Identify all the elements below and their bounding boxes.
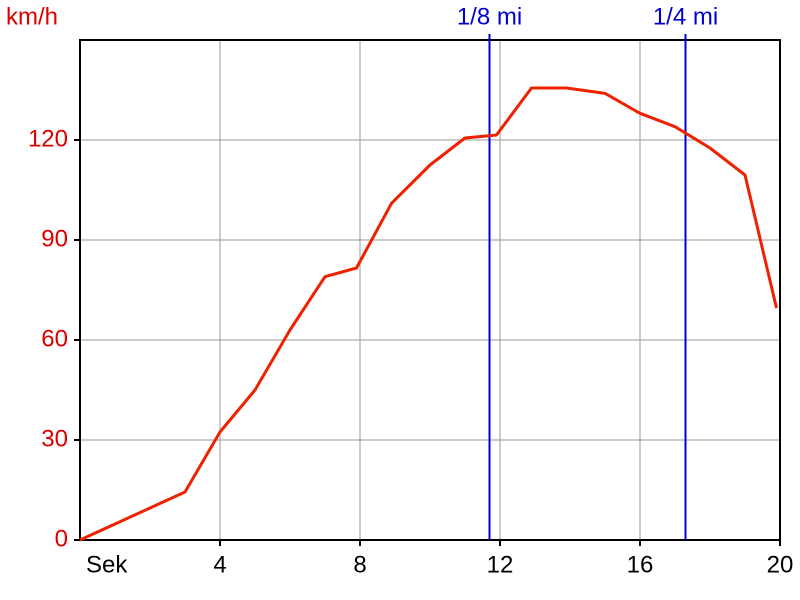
x-axis-label: Sek — [86, 551, 128, 578]
y-tick-label: 0 — [55, 525, 68, 552]
plot-frame — [79, 39, 781, 541]
distance-marker-label: 1/4 mi — [653, 3, 718, 30]
distance-marker-label: 1/8 mi — [457, 3, 522, 30]
y-tick-label: 30 — [41, 425, 68, 452]
y-tick-label: 120 — [28, 125, 68, 152]
y-axis-label: km/h — [6, 3, 58, 30]
y-tick-label: 90 — [41, 225, 68, 252]
y-tick-label: 60 — [41, 325, 68, 352]
x-tick-label: 8 — [353, 551, 366, 578]
x-tick-label: 12 — [487, 551, 514, 578]
x-tick-label: 4 — [213, 551, 226, 578]
speed-line — [79, 86, 778, 542]
x-tick-label: 20 — [767, 551, 794, 578]
x-tick-label: 16 — [627, 551, 654, 578]
